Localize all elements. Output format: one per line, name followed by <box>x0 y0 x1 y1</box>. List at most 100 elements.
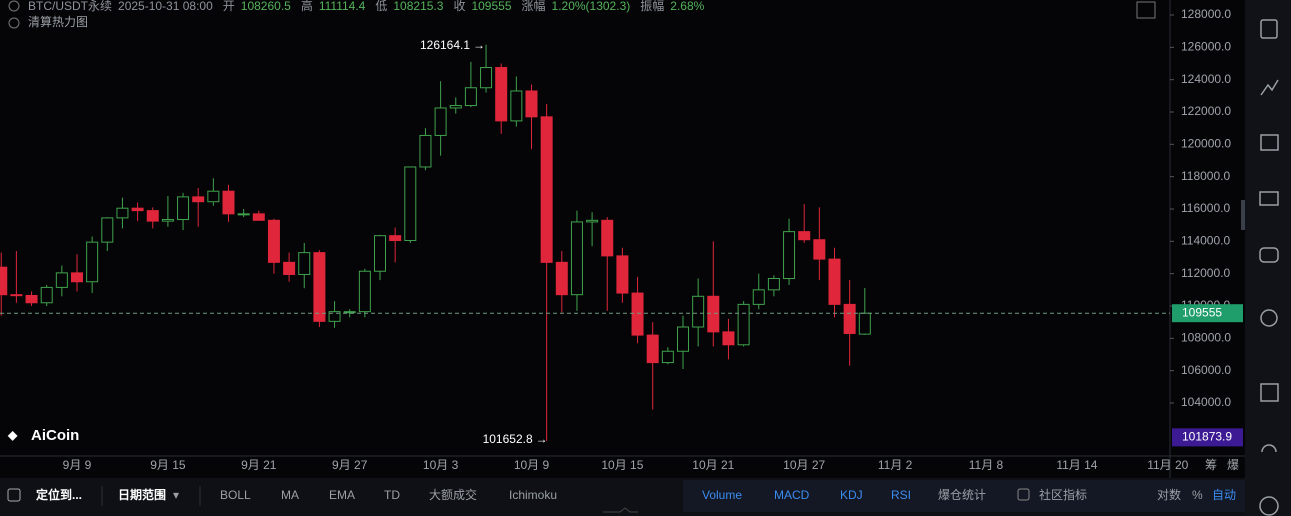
candle-body <box>40 286 53 304</box>
y-tick-label: 126000.0 <box>1181 40 1231 54</box>
x-tick-label: 9月 9 <box>63 458 92 472</box>
heatmap-toggle[interactable]: 清算热力图 <box>28 14 88 29</box>
sidebar-icon[interactable] <box>1259 496 1279 516</box>
candle-body <box>252 213 265 221</box>
candle-body <box>101 217 114 243</box>
candle-body <box>404 166 417 242</box>
toolbar-button[interactable]: 自动 <box>1212 488 1236 502</box>
candle-body <box>707 295 720 333</box>
low-label: 低 <box>375 0 388 13</box>
toolbar-button[interactable]: 定位到... <box>36 487 82 502</box>
y-tick-label: 104000.0 <box>1181 395 1231 409</box>
axis-button[interactable]: 筹 <box>1205 458 1217 472</box>
candle-body <box>0 266 8 296</box>
toolbar-button[interactable]: 大额成交 <box>429 487 477 502</box>
candle-body <box>661 350 674 364</box>
candle-body <box>267 219 280 263</box>
sidebar-icon[interactable] <box>1260 79 1279 96</box>
toolbar-button[interactable]: EMA <box>329 488 355 502</box>
current-price-tag <box>1172 304 1243 323</box>
change-label: 涨幅 <box>521 0 546 13</box>
y-tick-label: 112000.0 <box>1181 266 1230 280</box>
open-label: 开 <box>222 0 235 13</box>
sidebar-icon[interactable] <box>1260 383 1279 402</box>
toolbar-button[interactable]: KDJ <box>840 488 863 502</box>
candle-body <box>510 90 523 122</box>
candle-body <box>692 295 705 328</box>
amplitude-label: 振幅 <box>640 0 665 13</box>
candle-body <box>358 270 371 313</box>
candle-body <box>71 272 83 283</box>
toolbar-button[interactable]: MA <box>281 488 299 502</box>
x-tick-label: 11月 2 <box>878 458 913 472</box>
candle-body <box>207 190 220 203</box>
candle-body <box>449 105 462 109</box>
sidebar-icon[interactable] <box>1260 134 1279 151</box>
brand-mark: ◆ <box>7 428 18 442</box>
sidebar-icon[interactable] <box>1259 247 1279 263</box>
y-tick-label: 128000.0 <box>1181 7 1231 21</box>
toolbar-button[interactable]: % <box>1192 488 1203 502</box>
y-tick-label: 120000.0 <box>1181 137 1231 151</box>
resize-handle[interactable] <box>603 507 638 513</box>
marker-price-tag <box>1172 428 1243 447</box>
brand: AiCoin <box>31 427 79 444</box>
open-value: 108260.5 <box>240 0 291 13</box>
axis-button[interactable]: 爆 <box>1227 458 1239 472</box>
candle-body <box>480 67 493 89</box>
high-label: 高 <box>300 0 313 13</box>
candle-body <box>677 326 689 352</box>
fullscreen-button[interactable] <box>1136 1 1156 19</box>
candle-body <box>10 294 23 297</box>
toolbar-button[interactable]: RSI <box>891 488 911 502</box>
x-tick-label: 10月 15 <box>601 458 643 472</box>
sidebar-tab[interactable] <box>1241 200 1245 230</box>
sidebar-icon[interactable] <box>1260 309 1278 327</box>
candle-body <box>116 207 129 219</box>
toolbar-button[interactable]: Ichimoku <box>509 488 557 502</box>
toolbar-button[interactable]: 日期范围 <box>118 487 166 502</box>
sidebar-icons <box>1259 19 1279 516</box>
y-tick-label: 108000.0 <box>1181 331 1231 345</box>
candle-body <box>813 239 826 260</box>
toolbar-button[interactable]: Volume <box>702 488 742 502</box>
toolbar-button[interactable]: BOLL <box>220 488 251 502</box>
heatmap-icon[interactable] <box>8 17 20 29</box>
sidebar-icon[interactable] <box>1259 191 1279 206</box>
x-tick-label: 9月 21 <box>241 458 277 472</box>
candle-body <box>374 235 386 272</box>
sidebar-icon[interactable] <box>1261 444 1277 453</box>
toolbar-panel <box>683 480 1245 512</box>
marker-price-label: 101873.9 <box>1182 430 1232 444</box>
close-value: 109555 <box>471 0 512 13</box>
candle-body <box>131 207 144 212</box>
candle-body <box>586 219 599 223</box>
sidebar-icon[interactable] <box>1260 19 1278 39</box>
low-value: 108215.3 <box>393 0 444 13</box>
x-tick-label: 11月 14 <box>1056 458 1097 472</box>
candle-body <box>737 303 750 346</box>
toolbar-button[interactable]: TD <box>384 488 400 502</box>
x-tick-label: 10月 27 <box>783 458 825 472</box>
collapse-icon[interactable] <box>8 0 20 12</box>
toolbar-button[interactable]: 社区指标 <box>1039 487 1087 502</box>
min-arrow: → <box>536 432 548 446</box>
candle-body <box>161 219 174 222</box>
toolbar-button[interactable]: 对数 <box>1157 487 1181 502</box>
candle-body <box>631 292 644 336</box>
candle-body <box>798 231 811 241</box>
candle-body <box>328 311 341 322</box>
candle-body <box>389 235 402 242</box>
toolbar-button[interactable]: MACD <box>774 488 810 502</box>
candle-body <box>767 278 780 291</box>
candle-body <box>525 90 538 118</box>
locate-icon[interactable] <box>7 488 21 502</box>
candle-body <box>237 213 250 216</box>
y-tick-label: 118000.0 <box>1181 169 1230 183</box>
candle-body <box>146 210 159 222</box>
candle-body <box>343 311 356 314</box>
toolbar-button[interactable]: 爆仓统计 <box>938 488 986 502</box>
